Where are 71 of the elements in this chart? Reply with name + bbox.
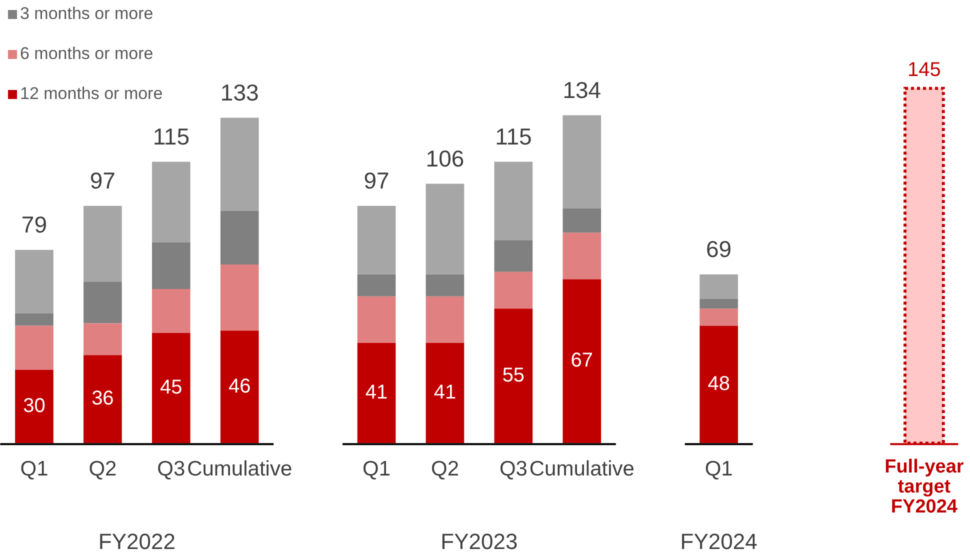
bar [220,118,259,211]
bar [494,272,533,309]
bar [700,274,738,299]
total-label: 97 [90,168,116,194]
data-label: 46 [228,375,251,398]
bar [15,313,54,326]
bar [220,210,259,265]
x-tick-label: Q1 [704,458,733,481]
bar [494,240,533,272]
data-label: 41 [434,382,456,404]
data-label: 55 [502,364,525,386]
total-label: 79 [21,212,48,238]
legend-label: 12 months or more [20,83,163,105]
x-tick-label: Q3 [157,458,186,481]
bar [152,162,190,243]
bar [426,184,464,274]
x-tick-label: Q2 [88,458,117,481]
x-tick-label: Q1 [20,458,48,481]
legend-label: 6 months or more [20,43,154,65]
bar [494,162,533,240]
bar [152,289,190,334]
total-label: 106 [426,146,464,172]
data-label: 48 [708,372,730,395]
bar [84,323,122,356]
bar [15,250,54,314]
x-tick-label: Q2 [430,458,459,481]
text: FY2023 [440,529,518,554]
text: FY2024 [680,529,758,554]
total-label: 115 [495,124,532,150]
data-label: 41 [365,382,388,404]
bar [220,264,259,331]
bar [220,330,259,444]
legend-label: 3 months or more [20,3,154,25]
bar [562,232,602,280]
bar [152,242,190,290]
bar [700,298,738,309]
bar [84,355,122,444]
total-label: 69 [706,236,732,262]
bar [84,206,122,282]
bar [15,326,54,370]
bar [562,208,602,233]
bar [562,279,602,444]
bar [700,326,738,444]
total-label: 134 [562,77,602,104]
bar [426,342,464,444]
bar [494,308,533,444]
data-label: 36 [92,388,114,410]
x-tick-label: Q3 [499,458,528,481]
x-tick-label: Cumulative [187,458,292,481]
bar [357,206,396,274]
x-tick-label: Cumulative [529,458,634,481]
bar [426,296,464,343]
bar [426,274,464,296]
text: FY2022 [98,529,176,554]
data-label: 67 [570,350,594,372]
x-tick-label: Q1 [362,458,391,481]
data-label: 45 [160,376,182,399]
data-label: 30 [23,394,46,417]
total-label: 133 [220,80,259,106]
bar [152,333,190,444]
bar [562,115,602,208]
total-label: 97 [364,168,390,194]
x-tick-label: Full-year target FY2024 [884,456,964,518]
data-label: 145 [908,58,941,81]
total-label: 115 [152,124,190,150]
bar [84,282,122,324]
bar [357,342,396,444]
bar [15,370,54,444]
bar [357,296,396,343]
bar [357,274,396,296]
bar [700,308,738,326]
